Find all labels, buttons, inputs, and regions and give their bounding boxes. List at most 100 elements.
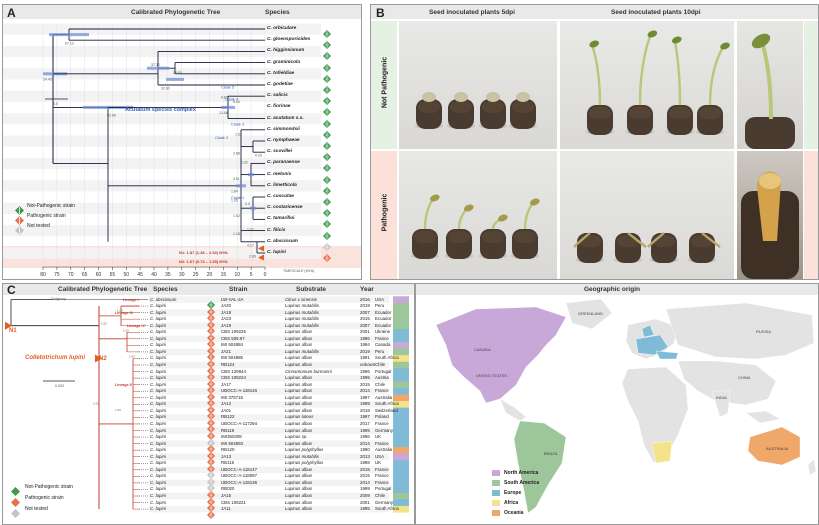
cell-country: France bbox=[375, 420, 389, 426]
table-row-bg bbox=[149, 335, 389, 343]
cell-country: South Africa bbox=[375, 506, 399, 512]
cell-substrate: Lupinus luteus bbox=[285, 414, 314, 420]
n1-label: N1: 1.87 (1.38 – 2.52) MYA bbox=[179, 250, 228, 255]
cell-year: 2007 bbox=[360, 309, 370, 315]
australia bbox=[747, 426, 801, 466]
cotyledon bbox=[671, 36, 682, 44]
species-name: C. higginsianum bbox=[267, 48, 305, 54]
node-age-label: 18.00 bbox=[173, 71, 182, 75]
cell-country: France bbox=[375, 466, 389, 472]
cell-species: C. lupini bbox=[150, 407, 166, 413]
table-row-bg bbox=[149, 388, 389, 395]
cell-country: Portugal bbox=[375, 486, 392, 492]
species-name: C. salicis bbox=[267, 93, 288, 99]
peat-texture bbox=[653, 235, 675, 247]
cell-substrate: Lupinus albus bbox=[285, 427, 313, 433]
n1-arrow bbox=[5, 321, 12, 330]
cell-year: 1997 bbox=[360, 394, 370, 400]
strain-status-icon bbox=[207, 355, 215, 368]
region-color-cell bbox=[393, 302, 409, 310]
cell-species: C. lupini bbox=[150, 329, 166, 335]
ukraine-highlight bbox=[655, 350, 679, 360]
table-row-bg bbox=[149, 453, 389, 461]
cell-country: France bbox=[375, 473, 389, 479]
species-row-bg bbox=[3, 90, 321, 102]
cell-year: 1997 bbox=[360, 414, 370, 420]
cell-country: Peru bbox=[375, 348, 385, 354]
strain-status-icon bbox=[207, 453, 215, 467]
strain-status-icon bbox=[207, 420, 215, 434]
c-legend-np: Not-Pathogenic strain bbox=[25, 484, 74, 490]
region-color-cell bbox=[393, 446, 409, 454]
cell-species: C. lupini bbox=[150, 427, 166, 433]
strain-status-icon bbox=[323, 182, 331, 195]
species-row-bg bbox=[3, 202, 321, 214]
cell-year: 1991 bbox=[360, 355, 370, 361]
cotyledon bbox=[429, 194, 440, 202]
cell-year: 2013 bbox=[360, 453, 370, 459]
cell-year: 1995 bbox=[360, 375, 370, 381]
peat-texture bbox=[482, 231, 504, 243]
cell-substrate: Citrus x sinensis bbox=[285, 296, 317, 302]
cell-year: 1995 bbox=[360, 427, 370, 433]
uk-highlight bbox=[641, 324, 655, 338]
n-arrow bbox=[258, 245, 264, 252]
cell-substrate: Lupinus albus bbox=[285, 473, 313, 479]
panel-b: B Seed inoculated plants 5dpi Seed inocu… bbox=[370, 4, 819, 280]
region-color-cell bbox=[393, 466, 409, 474]
cell-species: C. lupini bbox=[150, 394, 166, 400]
seed bbox=[422, 92, 436, 102]
axis-tick-label: 40 bbox=[151, 272, 157, 278]
central-america bbox=[499, 398, 527, 422]
strain-status-icon bbox=[207, 342, 215, 355]
legend-not-pathogenic: Not-Pathogenic strain bbox=[27, 203, 76, 209]
outgroup-label: Outgroup bbox=[51, 297, 66, 301]
cell-strain: IMI350308 bbox=[221, 434, 242, 440]
species-name: C. paranaense bbox=[267, 160, 300, 166]
cell-species: C. lupini bbox=[150, 414, 166, 420]
cell-strain: JA13 bbox=[221, 453, 232, 459]
cell-strain: IMI 504884 bbox=[221, 342, 243, 348]
support-value: 1.00 bbox=[117, 309, 123, 313]
photo-p-5dpi bbox=[399, 151, 557, 279]
greenland bbox=[565, 298, 613, 330]
table-row-bg bbox=[149, 296, 389, 303]
cell-species: C. lupini bbox=[150, 362, 166, 367]
species-name: C. nymphaeae bbox=[267, 138, 300, 143]
seedling-stem bbox=[673, 40, 682, 106]
axis-tick-label: 20 bbox=[207, 272, 213, 278]
axis-tick-label: 70 bbox=[68, 272, 74, 278]
region-color-cell bbox=[393, 361, 409, 369]
strain-status-icon bbox=[207, 506, 215, 519]
region-color-cell bbox=[393, 440, 409, 448]
cell-strain: RB124 bbox=[221, 362, 235, 367]
cell-substrate: Lupinus mutabilis bbox=[285, 303, 319, 309]
strain-status-icon bbox=[323, 36, 331, 50]
cell-year: 2009 bbox=[360, 493, 370, 498]
strain-status-icon bbox=[323, 148, 331, 162]
strain-status-icon bbox=[207, 440, 215, 454]
cell-country: Chile bbox=[375, 381, 386, 387]
cell-country: Austria bbox=[375, 375, 389, 381]
table-row-bg bbox=[149, 427, 389, 434]
clade-label: Clade 2 bbox=[215, 136, 228, 140]
cell-year: 2014 bbox=[360, 479, 370, 485]
cell-species: C. lupini bbox=[150, 388, 166, 394]
axis-tick-label: 65 bbox=[82, 272, 88, 278]
strain-status-icon bbox=[323, 92, 331, 106]
strain-status-icon bbox=[323, 193, 331, 206]
strain-status-icon bbox=[207, 296, 215, 309]
strain-status-icon bbox=[323, 115, 331, 128]
species-row-bg bbox=[3, 247, 321, 259]
species-name: C. abscissum bbox=[267, 238, 298, 244]
legend-not-tested-icon bbox=[15, 222, 24, 235]
collapsed-stem bbox=[627, 232, 647, 248]
support-value: 1.00 bbox=[115, 408, 121, 412]
species-row-bg bbox=[3, 113, 321, 125]
node-age-label: 1.27 bbox=[247, 228, 254, 232]
cotyledon bbox=[497, 214, 508, 222]
axis-tick-label: 80 bbox=[40, 272, 46, 278]
cell-year: 2001 bbox=[360, 499, 370, 505]
cell-year: 1996 bbox=[360, 368, 370, 374]
cell-strain: JA19 bbox=[221, 322, 232, 328]
